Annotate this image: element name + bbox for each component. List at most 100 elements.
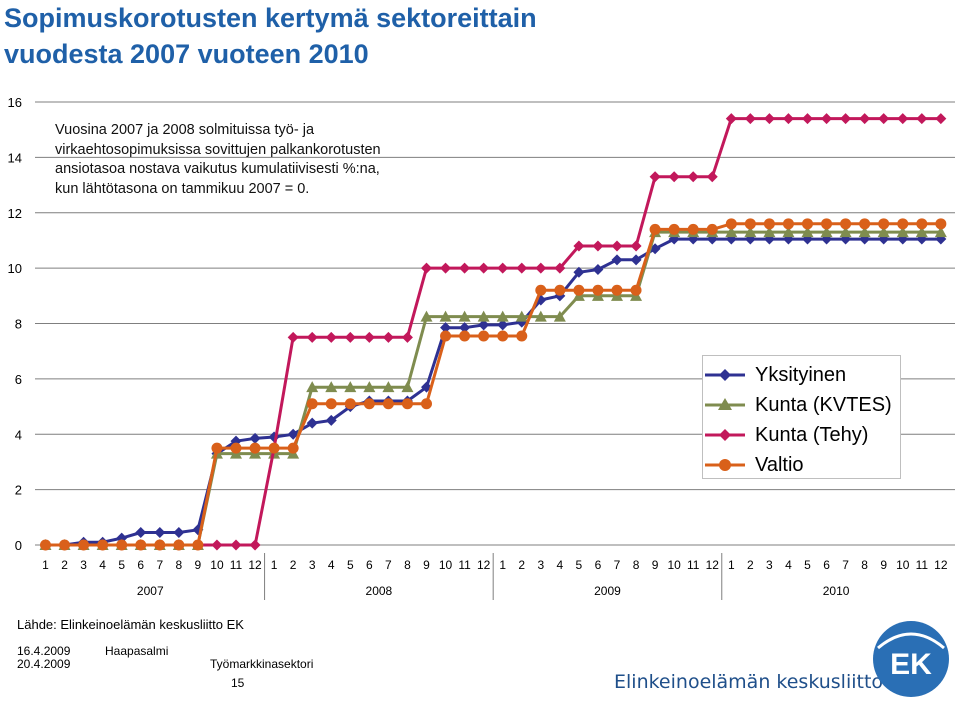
data-point [782,218,794,230]
x-tick-label: 3 [80,558,87,572]
x-tick-label: 1 [499,558,506,572]
data-point [59,539,71,551]
x-tick-label: 11 [458,558,471,572]
data-point [154,539,166,551]
x-tick-label: 5 [118,558,125,572]
data-point [840,218,852,230]
organization-name: Elinkeinoelämän keskusliitto [614,671,884,693]
legend-swatch-kunta-tehy [705,429,745,441]
data-point [897,113,909,125]
x-tick-label: 3 [766,558,773,572]
x-tick-label: 1 [728,558,735,572]
title-line-2: vuodesta 2007 vuoteen 2010 [4,39,369,69]
data-point [725,226,738,238]
x-tick-label: 8 [861,558,868,572]
x-tick-label: 4 [785,558,792,572]
chart-legend: Yksityinen Kunta (KVTES) Kunta (Tehy) Va… [702,355,901,479]
x-tick-label: 9 [652,558,659,572]
x-year-label: 2007 [137,584,164,598]
data-point [421,262,432,274]
data-point [801,226,814,238]
x-tick-label: 4 [99,558,106,572]
data-point [534,310,547,322]
data-point [230,442,242,454]
data-point [744,113,756,125]
data-point [630,254,642,266]
data-point [858,226,871,238]
data-point [839,226,852,238]
legend-swatch-yksityinen [705,369,745,381]
annotation-line: virkaehtosopimuksissa sovittujen palkank… [55,141,381,158]
data-point [497,262,509,274]
x-tick-label: 10 [210,558,224,572]
x-tick-label: 7 [156,558,163,572]
data-point [763,218,775,230]
logo-text: EK [890,648,932,681]
data-point [515,310,528,322]
data-point [249,432,261,444]
y-tick-label: 4 [15,427,22,442]
chart-annotation: Vuosina 2007 ja 2008 solmituissa työ- ja… [55,121,475,199]
x-tick-label: 12 [477,558,491,572]
data-point [459,262,471,274]
data-point [192,539,204,551]
data-point [421,398,432,410]
data-point [363,381,376,393]
data-point [934,226,947,238]
x-tick-label: 12 [248,558,262,572]
x-tick-label: 4 [557,558,564,572]
x-tick-label: 2 [61,558,68,572]
data-point [401,381,414,393]
data-point [306,381,319,393]
x-tick-label: 6 [137,558,144,572]
x-tick-label: 11 [230,558,243,572]
annotation-line: kun lähtötasona on tammikuu 2007 = 0. [55,180,310,197]
data-point [859,218,871,230]
data-point [344,331,356,343]
data-point [802,218,813,230]
data-point [382,398,394,410]
annotation-line: ansiotasoa nostava vaikutus kumulatiivis… [55,161,380,177]
data-point [249,442,261,454]
data-point [668,223,680,235]
data-point [553,310,566,322]
data-point [878,113,890,125]
data-point [440,330,452,342]
data-point [459,330,471,342]
data-point [935,113,947,125]
x-tick-label: 10 [439,558,453,572]
data-point [820,226,833,238]
x-tick-label: 9 [195,558,202,572]
data-point [306,417,318,429]
data-point [896,226,909,238]
title-line-1: Sopimuskorotusten kertymä sektoreittain [4,3,537,33]
series-valtio [40,218,947,551]
data-point [287,331,299,343]
data-point [135,527,147,539]
data-point [573,266,585,278]
annotation-line: Vuosina 2007 ja 2008 solmituissa työ- ja [55,122,315,138]
data-point [573,284,585,296]
data-point [821,218,833,230]
footer-author: Haapasalmi [105,644,169,658]
data-point [821,113,833,125]
data-point [554,284,566,296]
x-tick-label: 1 [271,558,278,572]
data-point [325,398,337,410]
data-point [516,262,528,274]
x-tick-label: 5 [576,558,583,572]
x-year-label: 2008 [366,584,393,598]
data-point [592,240,604,252]
data-point [401,331,413,343]
x-tick-label: 5 [804,558,811,572]
data-point [649,223,661,235]
x-tick-label: 9 [880,558,887,572]
data-point [630,284,642,296]
data-point [611,240,623,252]
x-tick-label: 6 [366,558,373,572]
data-point [763,113,775,125]
ek-logo: EK [873,621,949,697]
x-tick-label: 7 [842,558,849,572]
data-point [687,223,699,235]
data-point [535,262,547,274]
